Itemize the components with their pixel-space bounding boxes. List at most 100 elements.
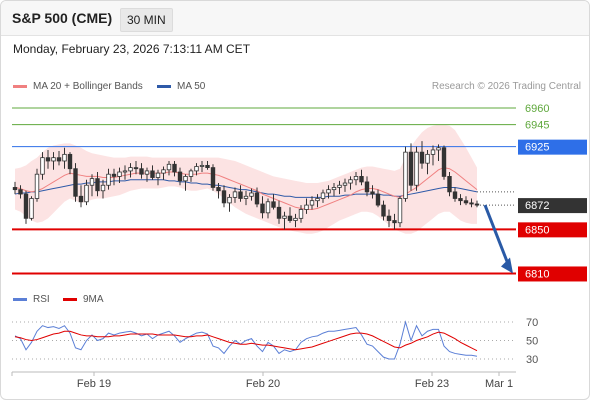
candle bbox=[23, 190, 29, 224]
candle-body bbox=[254, 192, 260, 205]
candle bbox=[260, 196, 265, 219]
rsi-swatch bbox=[13, 298, 27, 301]
candle-body bbox=[386, 215, 392, 221]
candle-body bbox=[227, 196, 232, 204]
level-label-6925: 6925 bbox=[525, 142, 549, 154]
candle-body bbox=[95, 178, 100, 192]
level-tag-6872 bbox=[518, 198, 587, 214]
candle bbox=[359, 169, 364, 186]
candle-body bbox=[463, 200, 469, 204]
candle-body bbox=[447, 176, 452, 193]
candle-body bbox=[29, 198, 34, 219]
candle-body bbox=[73, 168, 78, 197]
candle-body bbox=[337, 184, 342, 188]
x-tick-label: Feb 23 bbox=[415, 378, 449, 390]
candle bbox=[353, 172, 359, 186]
forecast-arrow-head bbox=[501, 257, 513, 274]
candle bbox=[309, 196, 315, 210]
legend-ma50-label: MA 50 bbox=[177, 81, 206, 92]
candle-body bbox=[315, 198, 320, 202]
candle-body bbox=[144, 170, 150, 175]
candle-body bbox=[381, 204, 386, 217]
candle bbox=[73, 163, 78, 202]
candle bbox=[414, 146, 419, 191]
rsi-ma-swatch bbox=[63, 298, 77, 301]
candle bbox=[304, 198, 309, 214]
candle bbox=[293, 213, 298, 228]
candle bbox=[419, 141, 425, 169]
candle bbox=[106, 168, 111, 190]
candle bbox=[144, 167, 150, 182]
candle bbox=[205, 160, 210, 170]
candle bbox=[29, 196, 34, 221]
legend-rsi-label: RSI bbox=[33, 294, 50, 305]
candle bbox=[12, 181, 18, 195]
candle bbox=[441, 145, 447, 180]
candle bbox=[447, 172, 452, 197]
candle-body bbox=[210, 167, 216, 188]
candle-body bbox=[56, 157, 62, 162]
candle bbox=[392, 213, 397, 230]
candle bbox=[232, 187, 238, 203]
legend-ma50[interactable]: MA 50 bbox=[157, 81, 205, 92]
candle bbox=[84, 179, 89, 206]
candle bbox=[56, 151, 62, 166]
candle bbox=[161, 166, 166, 180]
level-tag-6810 bbox=[518, 266, 587, 282]
candle-body bbox=[45, 157, 51, 162]
candle bbox=[133, 160, 139, 175]
candle bbox=[95, 172, 100, 197]
candle-body bbox=[205, 164, 210, 168]
candle bbox=[474, 200, 480, 208]
candle-body bbox=[425, 153, 430, 164]
candle-body bbox=[232, 191, 238, 198]
x-tick-label: Feb 20 bbox=[246, 378, 280, 390]
legend-ma20[interactable]: MA 20 + Bollinger Bands bbox=[13, 81, 143, 92]
candle bbox=[199, 160, 205, 173]
legend-rsi[interactable]: RSI bbox=[13, 294, 50, 305]
candle bbox=[287, 207, 293, 223]
candle-body bbox=[430, 149, 436, 155]
candle-body bbox=[89, 178, 95, 186]
candle-body bbox=[364, 181, 370, 193]
candle bbox=[194, 163, 199, 176]
candle-body bbox=[397, 198, 403, 224]
candle-body bbox=[199, 164, 205, 167]
research-credit: Research © 2026 Trading Central bbox=[431, 81, 581, 92]
legend-rsi-ma-label: 9MA bbox=[83, 294, 104, 305]
candle-body bbox=[326, 189, 331, 194]
candle bbox=[430, 145, 436, 166]
rsi-tick-label: 30 bbox=[526, 354, 538, 366]
candle bbox=[326, 185, 331, 199]
candle bbox=[298, 205, 304, 223]
candle bbox=[463, 196, 469, 206]
candle-body bbox=[419, 151, 425, 164]
candle-body bbox=[221, 190, 227, 204]
candle bbox=[249, 188, 254, 201]
candle bbox=[315, 194, 320, 208]
legend-rsi-ma[interactable]: 9MA bbox=[63, 294, 104, 305]
candle-body bbox=[150, 170, 155, 178]
candle-body bbox=[139, 168, 144, 175]
candle bbox=[139, 163, 144, 179]
candle bbox=[128, 163, 133, 178]
candle bbox=[265, 198, 271, 219]
instrument-title: S&P 500 (CME) bbox=[12, 10, 113, 26]
candle-body bbox=[238, 191, 243, 199]
candle-body bbox=[309, 200, 315, 206]
candle-body bbox=[436, 147, 441, 151]
candle-body bbox=[12, 187, 18, 191]
legend-ma20-label: MA 20 + Bollinger Bands bbox=[33, 81, 143, 92]
timeframe-selector[interactable]: 30 MIN bbox=[120, 8, 173, 32]
candle-body bbox=[441, 147, 447, 177]
candle bbox=[452, 187, 458, 202]
level-label-6945: 6945 bbox=[525, 120, 549, 132]
candle-body bbox=[271, 201, 276, 208]
candle-body bbox=[194, 166, 199, 172]
candle bbox=[342, 178, 348, 192]
x-tick-label: Feb 19 bbox=[77, 378, 111, 390]
candle bbox=[51, 152, 56, 170]
bollinger-band bbox=[15, 124, 477, 234]
candle-body bbox=[84, 184, 89, 203]
